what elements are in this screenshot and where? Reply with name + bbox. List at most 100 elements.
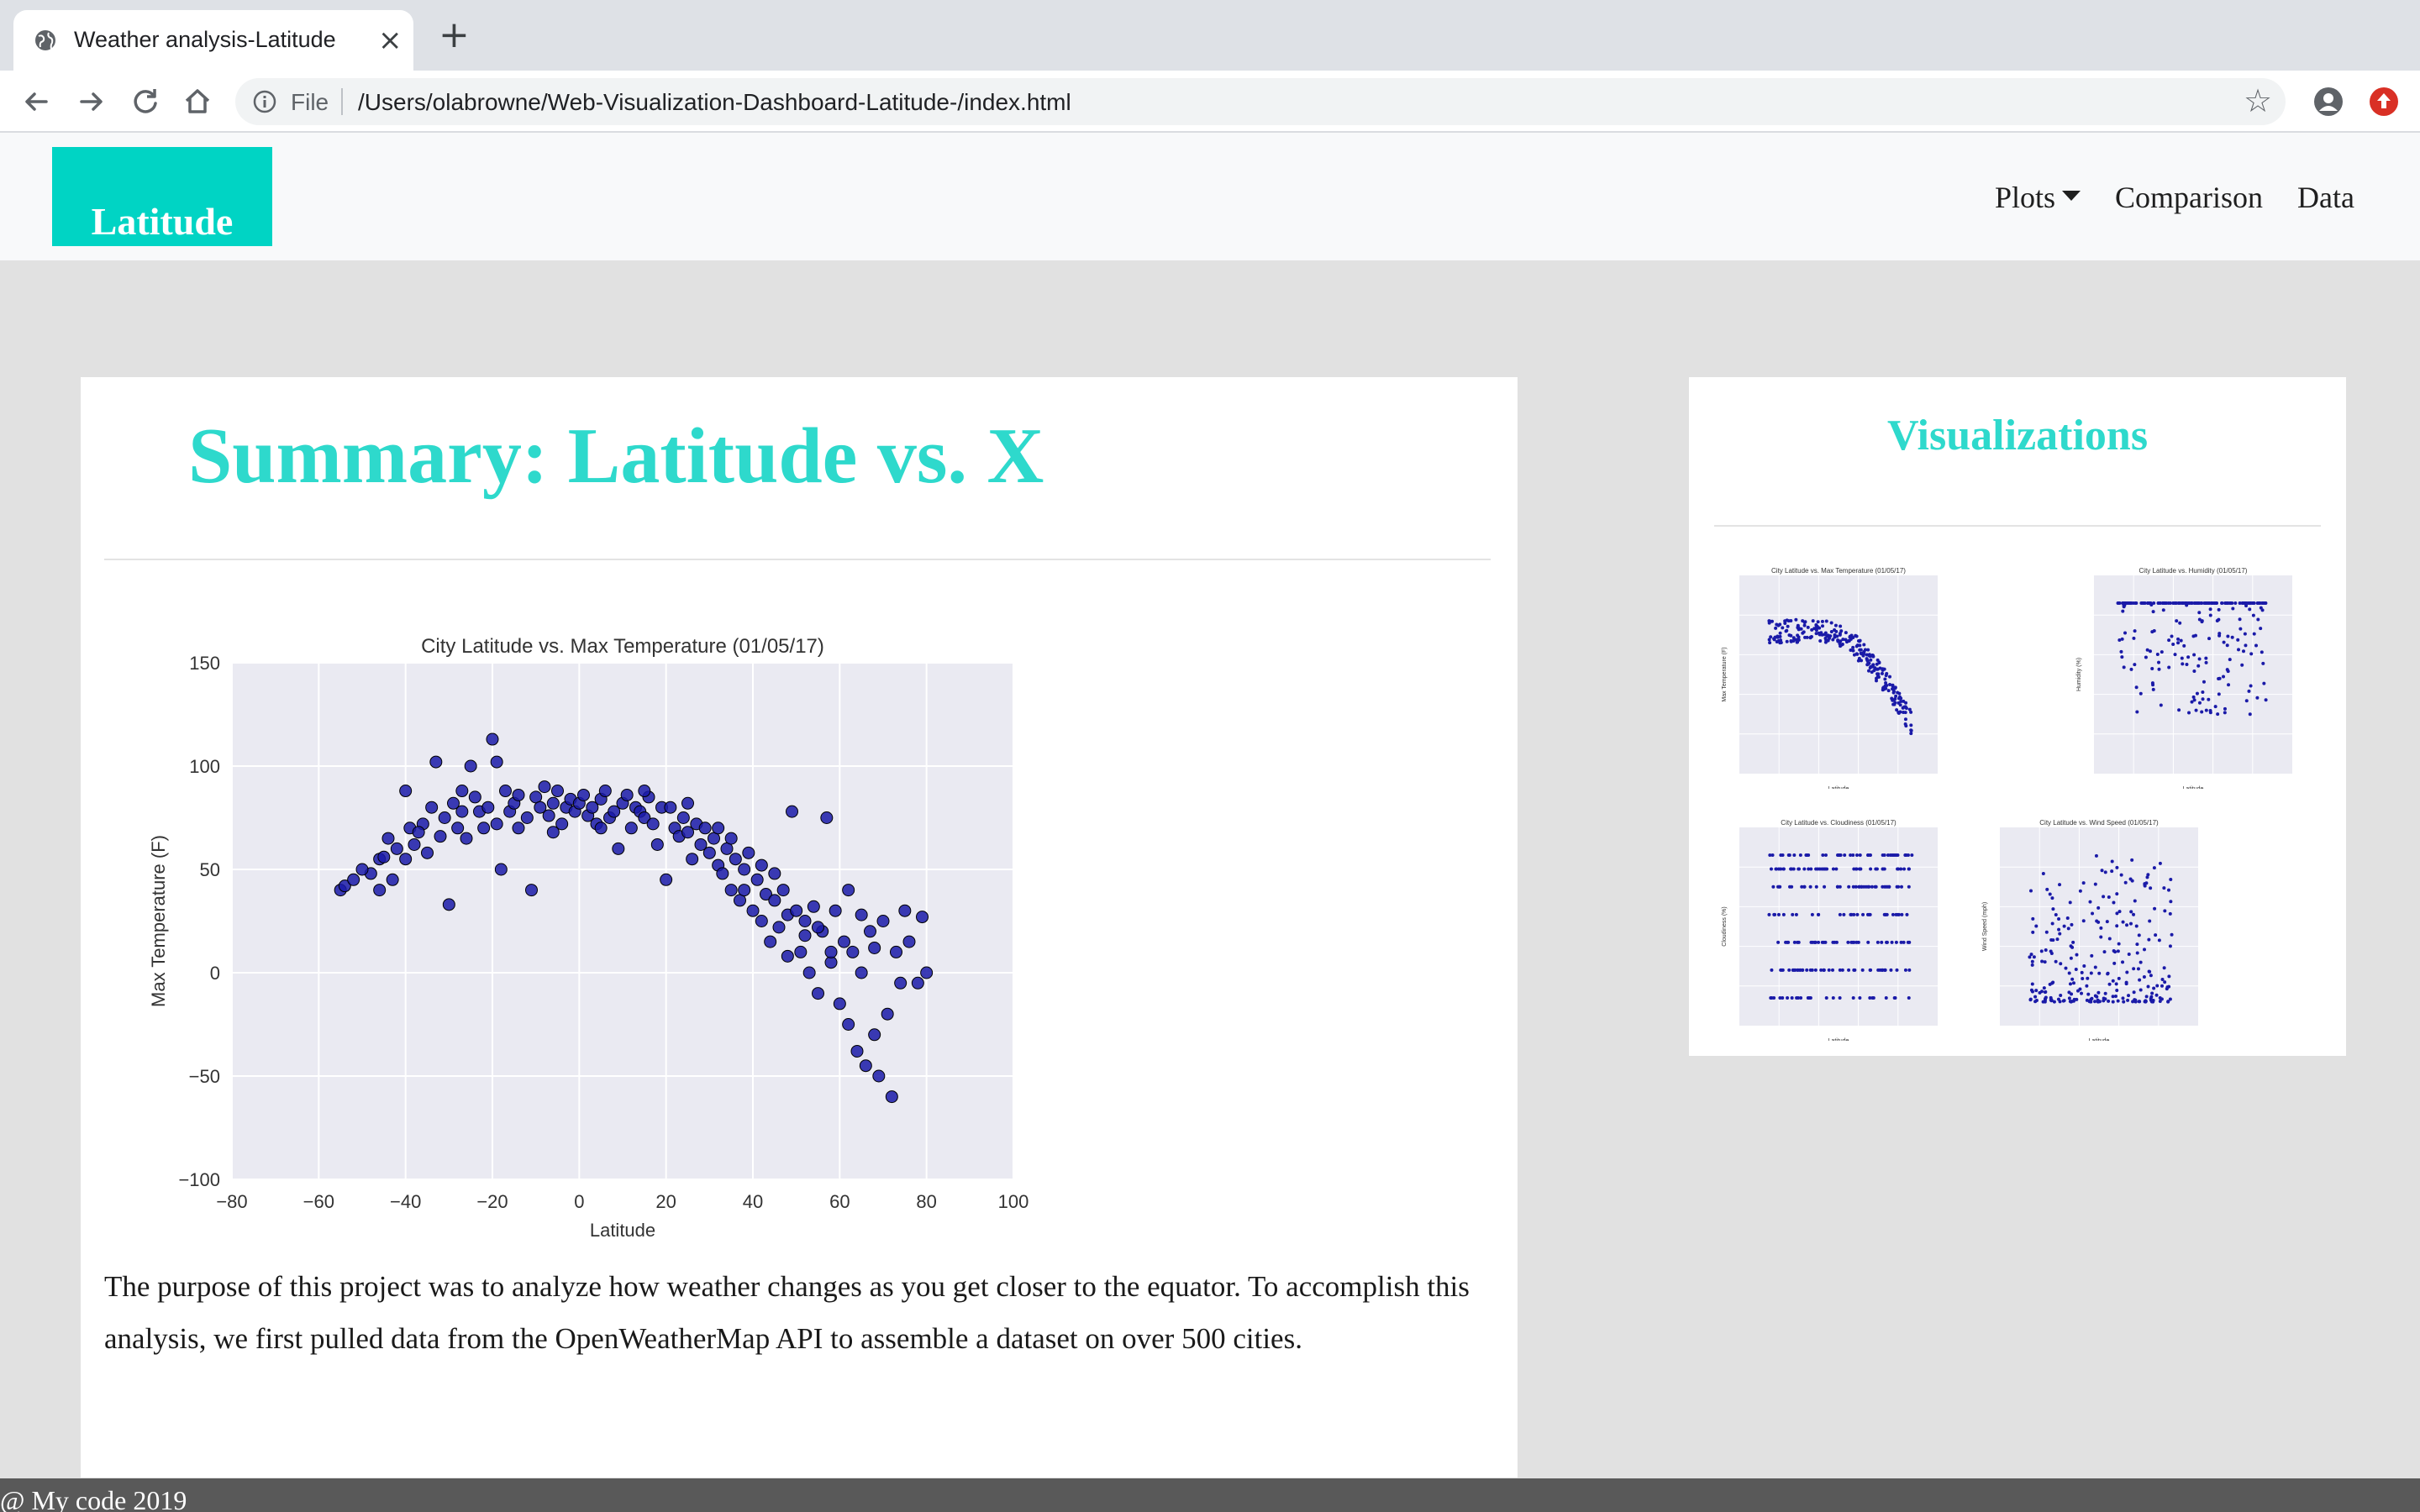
address-separator xyxy=(341,88,343,115)
thumb-point xyxy=(2217,607,2221,612)
thumb-point xyxy=(1792,940,1797,944)
thumb-point xyxy=(2204,656,2208,660)
data-point xyxy=(911,976,924,990)
thumbnail-humidity[interactable]: City Latitude vs. Humidity (01/05/17) Lat… xyxy=(2074,564,2301,789)
thumb-point xyxy=(1795,640,1799,644)
nav-plots-dropdown[interactable]: Plots xyxy=(1995,181,2081,214)
thumb-point xyxy=(1794,617,1798,622)
thumb-point xyxy=(2119,649,2123,654)
thumb-point xyxy=(2216,712,2220,717)
data-point xyxy=(598,785,612,798)
footer: @ My code 2019 xyxy=(0,1478,2420,1512)
thumb-point xyxy=(1851,885,1855,889)
thumb-point xyxy=(2132,967,2136,971)
thumb-point xyxy=(1867,653,1871,657)
thumb-point xyxy=(2055,937,2060,942)
thumb-point xyxy=(1784,940,1788,944)
data-point xyxy=(624,822,638,835)
thumb-point xyxy=(1769,867,1773,871)
x-axis-label: Latitude xyxy=(590,1220,655,1241)
chart-title: City Latitude vs. Max Temperature (01/05… xyxy=(421,635,824,658)
thumb-point xyxy=(2157,667,2161,671)
thumb-point xyxy=(2115,924,2119,928)
thumb-point xyxy=(1778,634,1782,638)
info-icon[interactable] xyxy=(252,89,277,114)
thumb-point xyxy=(2080,991,2084,995)
thumb-point xyxy=(2196,664,2201,668)
divider xyxy=(104,559,1491,560)
thumbnail-max-temperature[interactable]: City Latitude vs. Max Temperature (01/05… xyxy=(1719,564,1946,789)
thumb-point xyxy=(2144,655,2148,659)
thumb-point xyxy=(1868,995,1872,1000)
browser-tab[interactable]: Weather analysis-Latitude × xyxy=(13,10,413,71)
thumb-point xyxy=(1864,885,1868,889)
thumb-point xyxy=(1847,968,1851,972)
thumb-point xyxy=(2149,974,2153,978)
thumb-point xyxy=(2192,669,2196,674)
browser-toolbar: File /Users/olabrowne/Web-Visualization-… xyxy=(0,71,2420,133)
thumb-point xyxy=(2081,977,2085,981)
thumb-point xyxy=(2150,666,2154,670)
thumb-point xyxy=(1823,853,1828,858)
data-point xyxy=(650,837,664,851)
thumb-point xyxy=(1852,912,1856,916)
forward-arrow-icon[interactable] xyxy=(74,84,109,119)
page-title: Summary: Latitude vs. X xyxy=(188,412,1044,500)
data-point xyxy=(812,987,824,1000)
thumb-point xyxy=(2249,652,2254,656)
thumb-point xyxy=(1840,968,1844,972)
reload-icon[interactable] xyxy=(128,84,163,119)
thumb-point xyxy=(1823,640,1828,644)
data-point xyxy=(355,863,369,876)
thumb-point xyxy=(2145,648,2149,652)
thumb-point xyxy=(2051,907,2055,911)
thumb-point xyxy=(2143,601,2147,606)
data-point xyxy=(798,929,812,942)
thumb-point xyxy=(2158,861,2162,865)
home-icon[interactable] xyxy=(180,84,215,119)
back-arrow-icon[interactable] xyxy=(18,84,54,119)
data-point xyxy=(494,863,508,876)
data-point xyxy=(438,811,451,824)
thumb-point xyxy=(2151,687,2155,691)
thumb-point xyxy=(2056,997,2060,1001)
data-point xyxy=(890,945,902,958)
nav-comparison-link[interactable]: Comparison xyxy=(2115,181,2264,214)
thumb-point xyxy=(1869,664,1873,669)
thumb-point xyxy=(2145,875,2149,879)
thumb-point xyxy=(1810,912,1814,916)
nav-data-link[interactable]: Data xyxy=(2297,181,2354,214)
url-text[interactable]: /Users/olabrowne/Web-Visualization-Dashb… xyxy=(358,89,1071,115)
thumb-point xyxy=(1890,940,1894,944)
thumb-point xyxy=(2096,906,2101,910)
thumb-point xyxy=(2196,601,2200,606)
thumb-point xyxy=(2052,1000,2056,1004)
thumb-point xyxy=(1838,995,1842,1000)
thumb-point xyxy=(1871,995,1876,1000)
thumb-point xyxy=(2166,1000,2170,1004)
thumb-point xyxy=(2126,601,2130,606)
bookmark-star-icon[interactable]: ☆ xyxy=(2244,82,2273,119)
x-tick-label: 80 xyxy=(916,1191,936,1212)
thumb-point xyxy=(2262,681,2266,685)
brand-logo[interactable]: Latitude xyxy=(52,147,272,246)
thumb-point xyxy=(2185,663,2189,667)
thumb-point xyxy=(2090,996,2094,1000)
thumb-point xyxy=(2137,933,2141,937)
thumb-point xyxy=(2066,927,2070,931)
thumbnail-wind-speed[interactable]: City Latitude vs. Wind Speed (01/05/17) L… xyxy=(1980,816,2207,1041)
thumb-point xyxy=(1900,912,1904,916)
close-tab-icon[interactable]: × xyxy=(378,24,402,57)
thumb-point xyxy=(1849,853,1853,858)
new-tab-button[interactable]: + xyxy=(439,13,470,56)
thumbnail-cloudiness[interactable]: City Latitude vs. Cloudiness (01/05/17) L… xyxy=(1719,816,1946,1041)
thumb-point xyxy=(2071,940,2075,944)
thumb-point xyxy=(2110,859,2114,864)
address-bar[interactable]: File /Users/olabrowne/Web-Visualization-… xyxy=(235,78,2286,125)
data-point xyxy=(551,785,564,798)
thumb-point xyxy=(2171,601,2175,606)
thumb-point xyxy=(2045,887,2049,891)
thumb-point xyxy=(1787,968,1791,972)
update-icon[interactable] xyxy=(2368,86,2400,118)
profile-icon[interactable] xyxy=(2312,86,2344,118)
